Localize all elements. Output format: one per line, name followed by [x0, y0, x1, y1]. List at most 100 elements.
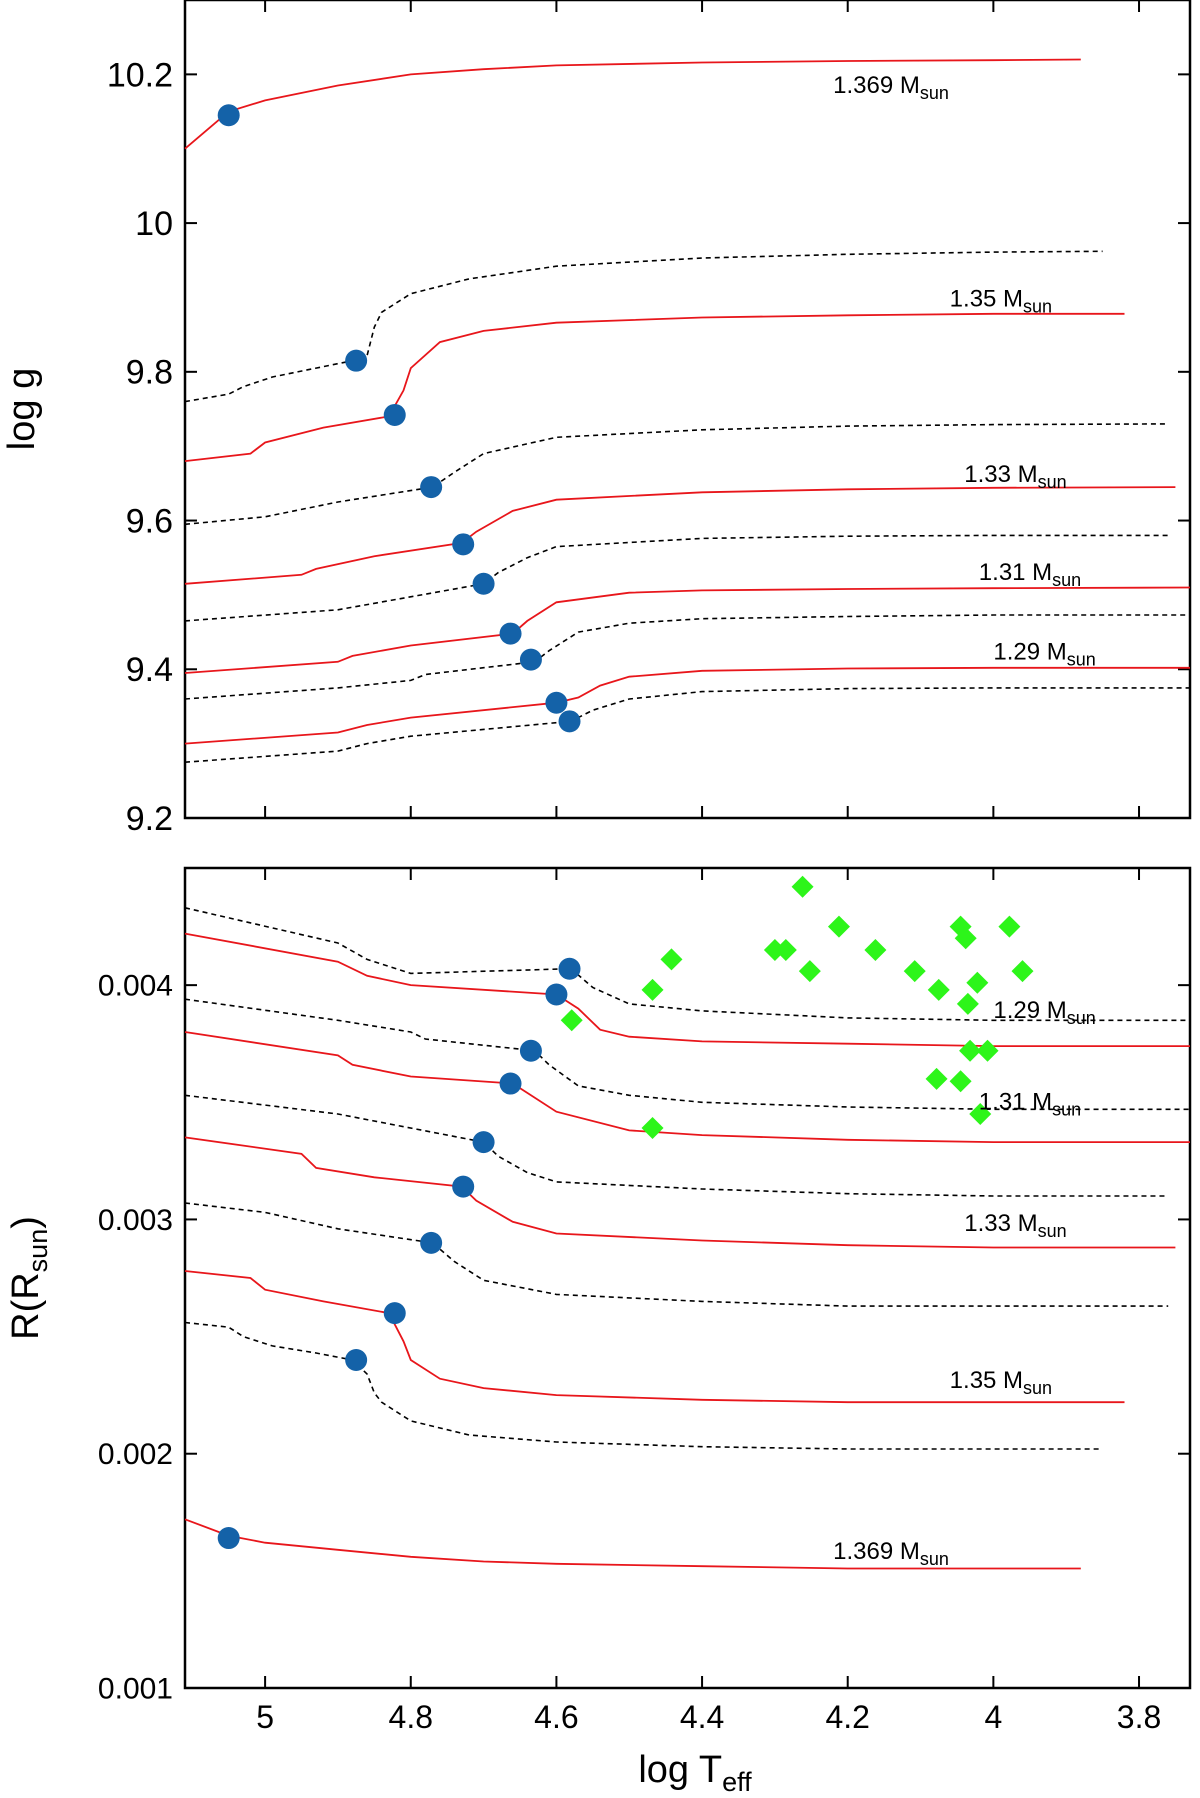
top-plot-frame — [183, 0, 1192, 820]
top-y-tick-label: 9.4 — [126, 651, 173, 689]
top-model-point — [217, 104, 240, 127]
bottom-mass-label: 1.31 Msun — [979, 1088, 1081, 1119]
bottom-series-line — [184, 907, 1190, 1022]
top-model-point — [545, 691, 568, 714]
observed-diamond-point — [641, 978, 664, 1001]
observed-diamond-point — [998, 915, 1021, 938]
bottom-y-tick-label: 0.002 — [98, 1438, 173, 1471]
bottom-model-point — [499, 1072, 522, 1095]
top-mass-label: 1.31 Msun — [979, 559, 1081, 590]
observed-diamond-point — [976, 1039, 999, 1062]
bottom-model-point — [545, 983, 568, 1006]
bottom-series-line — [184, 932, 1190, 1047]
top-y-tick-label: 10 — [135, 205, 173, 243]
top-series-line — [184, 586, 1191, 674]
bottom-y-axis-title: R(Rsun) — [5, 1216, 53, 1340]
bottom-series-line — [184, 1094, 1169, 1197]
bottom-series-line — [184, 998, 1190, 1111]
top-series-line — [184, 58, 1081, 150]
top-mass-label: 1.369 Msun — [833, 72, 949, 103]
bottom-model-point — [420, 1231, 443, 1254]
bottom-series-line — [184, 1031, 1190, 1143]
bottom-model-point — [345, 1349, 368, 1371]
top-y-axis-title: log g — [1, 368, 43, 450]
bottom-plot-content: 5 4.8 4.6 4.4 4.2 4 3.8 0.001 0.002 0.003 0.004 1.2… — [98, 868, 1190, 1735]
bottom-series-line — [184, 1270, 1125, 1404]
observed-diamond-point — [827, 915, 850, 938]
observed-diamond-point — [791, 875, 814, 898]
bottom-model-point — [217, 1527, 240, 1550]
top-model-point — [452, 533, 475, 556]
top-model-point — [420, 476, 443, 499]
observed-diamond-point — [903, 960, 926, 983]
bottom-series-line — [184, 1518, 1081, 1570]
observed-diamond-point — [1011, 960, 1034, 983]
observed-diamond-point — [660, 948, 683, 971]
top-series-line — [184, 486, 1176, 585]
top-y-tick-label: 9.2 — [126, 800, 173, 838]
observed-diamond-point — [956, 992, 979, 1015]
bottom-y-tick-label: 0.004 — [98, 970, 173, 1003]
observed-diamond-point — [798, 960, 821, 983]
top-series-line — [184, 614, 1190, 700]
x-tick-label: 3.8 — [1117, 1699, 1161, 1735]
bottom-series-line — [184, 1321, 1103, 1450]
bottom-model-point — [558, 957, 581, 980]
top-series-line — [184, 666, 1190, 745]
top-mass-label: 1.35 Msun — [950, 285, 1052, 316]
bottom-panel: 5 4.8 4.6 4.4 4.2 4 3.8 0.001 0.002 0.003 0.004 1.2… — [5, 866, 1192, 1735]
observed-diamond-point — [927, 978, 950, 1001]
x-tick-label: 4.8 — [389, 1699, 433, 1735]
observed-diamond-point — [954, 927, 977, 950]
top-model-point — [383, 403, 406, 426]
top-mass-label: 1.33 Msun — [964, 461, 1066, 492]
top-series-line — [184, 534, 1169, 622]
top-y-tick-label: 10.2 — [107, 56, 173, 94]
bottom-y-tick-label: 0.003 — [98, 1204, 173, 1237]
top-series-line — [184, 250, 1103, 403]
x-axis-title: log Teff — [638, 1749, 752, 1797]
bottom-mass-label: 1.35 Msun — [950, 1367, 1052, 1398]
bottom-series-line — [184, 1202, 1169, 1307]
observed-diamond-point — [969, 1103, 992, 1125]
bottom-model-point — [383, 1302, 406, 1325]
x-tick-label: 4.2 — [825, 1699, 869, 1735]
bottom-mass-label: 1.33 Msun — [964, 1210, 1066, 1241]
bottom-model-point — [452, 1175, 475, 1198]
observed-diamond-point — [959, 1039, 982, 1062]
top-model-point — [519, 648, 542, 671]
top-model-point — [472, 572, 495, 595]
top-plot-content: 9.2 9.4 9.6 9.8 10 10.2 1.369 Msun 1.35 Msun 1.3… — [107, 0, 1191, 838]
x-axis-title-sub: eff — [722, 1767, 752, 1797]
bottom-mass-label: 1.29 Msun — [993, 997, 1095, 1028]
bottom-y-axis-title-main: R(R — [5, 1272, 47, 1340]
bottom-y-axis-title-sub: sun — [23, 1229, 53, 1273]
observed-diamond-point — [966, 971, 989, 994]
bottom-plot-frame — [183, 866, 1192, 1690]
top-y-tick-label: 9.6 — [126, 502, 173, 540]
bottom-model-point — [472, 1131, 495, 1154]
x-tick-label: 5 — [256, 1699, 274, 1735]
top-model-point — [558, 710, 581, 733]
top-model-point — [345, 349, 368, 372]
top-panel: 9.2 9.4 9.6 9.8 10 10.2 1.369 Msun 1.35 Msun 1.3… — [1, 0, 1192, 838]
top-series-line — [184, 687, 1190, 763]
top-series-line — [184, 312, 1125, 462]
x-tick-label: 4.6 — [534, 1699, 578, 1735]
x-axis-title-main: log T — [638, 1749, 722, 1791]
observed-diamond-point — [864, 939, 887, 961]
top-model-point — [499, 622, 522, 645]
bottom-y-axis-title-end: ) — [5, 1216, 47, 1229]
observed-diamond-point — [560, 1009, 583, 1032]
bottom-model-point — [519, 1039, 542, 1062]
observed-diamond-point — [925, 1067, 948, 1090]
top-mass-label: 1.29 Msun — [993, 639, 1095, 670]
bottom-y-tick-label: 0.001 — [98, 1673, 173, 1706]
bottom-series-line — [184, 1136, 1176, 1249]
observed-diamond-point — [641, 1117, 664, 1140]
x-tick-label: 4.4 — [680, 1699, 724, 1735]
top-y-tick-label: 9.8 — [126, 354, 173, 392]
x-tick-label: 4 — [984, 1699, 1002, 1735]
bottom-mass-label: 1.369 Msun — [833, 1538, 949, 1569]
